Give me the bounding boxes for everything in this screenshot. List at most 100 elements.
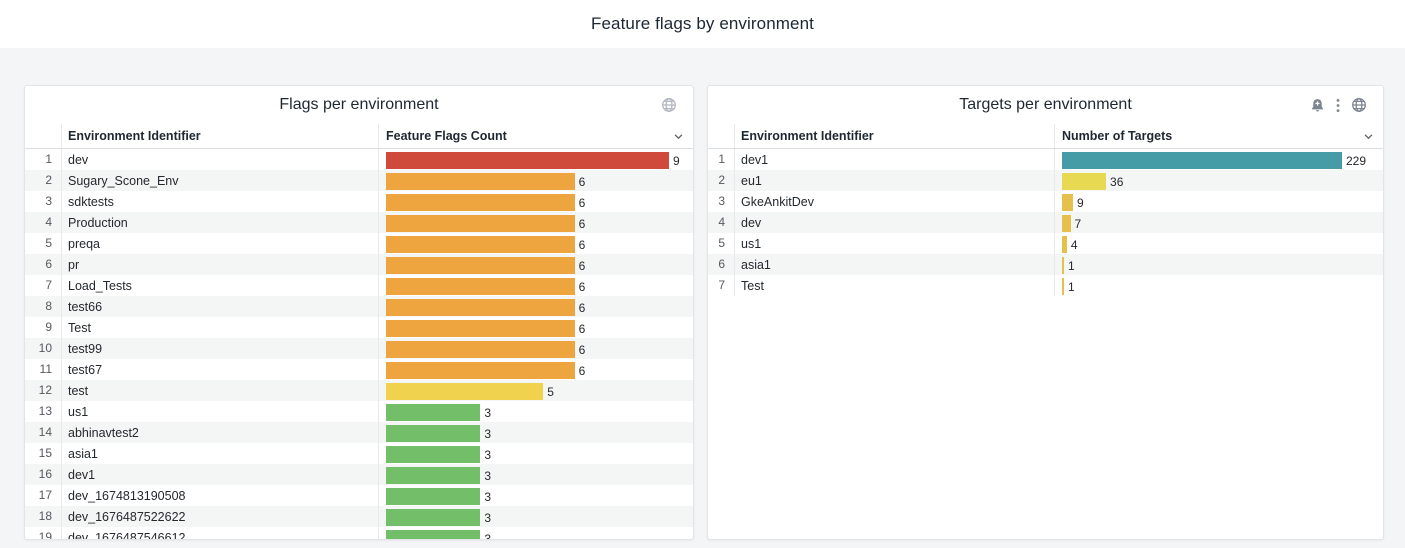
table-body: 1 dev1 229 2 eu1 36 3 GkeAnkitDev 9 4 dev 7 5 us1 4 6 as… (708, 149, 1383, 296)
table-row: 1 dev 9 (25, 149, 693, 170)
table-row: 3 GkeAnkitDev 9 (708, 191, 1383, 212)
value-bar (386, 341, 575, 358)
table-row: 17 dev_1674813190508 3 (25, 485, 693, 506)
environment-name-cell: dev_1674813190508 (62, 485, 379, 506)
value-label: 1 (1068, 279, 1075, 294)
table-row: 6 pr 6 (25, 254, 693, 275)
environment-name-cell: Production (62, 212, 379, 233)
row-number: 4 (708, 212, 735, 233)
row-number-column-header (25, 124, 62, 148)
value-bar (1062, 152, 1342, 169)
row-number: 1 (25, 149, 62, 170)
value-label: 3 (484, 426, 492, 441)
environment-name-cell: test67 (62, 359, 379, 380)
column-header-number-of-targets[interactable]: Number of Targets (1062, 129, 1173, 143)
value-bar (386, 152, 669, 169)
row-number: 16 (25, 464, 62, 485)
row-number-column-header (708, 124, 735, 148)
value-bar (1062, 257, 1064, 274)
bell-plus-icon[interactable] (1310, 98, 1325, 113)
value-bar-cell: 4 (1055, 233, 1383, 254)
value-bar (386, 173, 575, 190)
environment-name-cell: Load_Tests (62, 275, 379, 296)
row-number: 3 (25, 191, 62, 212)
panel-header[interactable]: Targets per environment (708, 86, 1383, 124)
table-row: 6 asia1 1 (708, 254, 1383, 275)
value-bar (386, 278, 575, 295)
table-row: 8 test66 6 (25, 296, 693, 317)
row-number: 6 (708, 254, 735, 275)
value-bar-cell: 7 (1055, 212, 1383, 233)
value-bar-cell: 3 (379, 443, 693, 464)
row-number: 7 (25, 275, 62, 296)
row-number: 9 (25, 317, 62, 338)
environment-name-cell: asia1 (62, 443, 379, 464)
table-row: 14 abhinavtest2 3 (25, 422, 693, 443)
table-header-row: Environment Identifier Feature Flags Cou… (25, 124, 693, 149)
table-row: 7 Test 1 (708, 275, 1383, 296)
value-bar (386, 509, 481, 526)
value-bar (386, 320, 575, 337)
value-label: 36 (1110, 174, 1124, 189)
value-bar-cell: 1 (1055, 254, 1383, 275)
value-bar-cell: 3 (379, 485, 693, 506)
table-header-row: Environment Identifier Number of Targets (708, 124, 1383, 149)
column-header-environment-identifier[interactable]: Environment Identifier (735, 124, 1055, 148)
chevron-down-icon[interactable] (673, 131, 684, 145)
value-bar-cell: 6 (379, 296, 693, 317)
globe-icon[interactable] (661, 97, 677, 113)
value-label: 6 (578, 321, 586, 336)
row-number: 8 (25, 296, 62, 317)
row-number: 13 (25, 401, 62, 422)
table-row: 19 dev_1676487546612 3 (25, 527, 693, 540)
column-header-feature-flags-count[interactable]: Feature Flags Count (386, 129, 507, 143)
row-number: 14 (25, 422, 62, 443)
chevron-down-icon[interactable] (1363, 131, 1374, 145)
value-label: 6 (578, 258, 586, 273)
value-bar (386, 215, 575, 232)
table-row: 15 asia1 3 (25, 443, 693, 464)
value-label: 6 (578, 237, 586, 252)
value-label: 3 (484, 468, 492, 483)
value-bar (386, 467, 481, 484)
table-row: 11 test67 6 (25, 359, 693, 380)
value-bar-cell: 229 (1055, 149, 1383, 170)
table-row: 5 us1 4 (708, 233, 1383, 254)
value-label: 3 (484, 447, 492, 462)
value-bar-cell: 6 (379, 191, 693, 212)
kebab-menu-icon[interactable] (1336, 98, 1340, 113)
dashboard-header: Feature flags by environment (0, 0, 1405, 48)
value-bar-cell: 6 (379, 233, 693, 254)
value-label: 6 (578, 279, 586, 294)
value-label: 7 (1074, 216, 1082, 231)
value-bar (386, 362, 575, 379)
value-bar-cell: 6 (379, 275, 693, 296)
value-bar-cell: 3 (379, 527, 693, 540)
value-bar-cell: 6 (379, 212, 693, 233)
globe-icon[interactable] (1351, 97, 1367, 113)
environment-name-cell: Test (735, 275, 1055, 296)
table-row: 2 eu1 36 (708, 170, 1383, 191)
value-label: 3 (484, 531, 492, 540)
environment-name-cell: us1 (62, 401, 379, 422)
row-number: 18 (25, 506, 62, 527)
value-bar-cell: 1 (1055, 275, 1383, 296)
value-bar (386, 425, 481, 442)
value-bar-cell: 6 (379, 317, 693, 338)
value-bar-cell: 5 (379, 380, 693, 401)
row-number: 6 (25, 254, 62, 275)
value-label: 6 (578, 216, 586, 231)
table-row: 4 dev 7 (708, 212, 1383, 233)
column-header-environment-identifier[interactable]: Environment Identifier (62, 124, 379, 148)
value-bar (386, 446, 481, 463)
row-number: 5 (708, 233, 735, 254)
panel-flags-per-environment: Flags per environment Environment Identi… (24, 85, 694, 540)
value-bar (1062, 236, 1067, 253)
panel-header[interactable]: Flags per environment (25, 86, 693, 124)
environment-name-cell: abhinavtest2 (62, 422, 379, 443)
table-row: 4 Production 6 (25, 212, 693, 233)
environment-name-cell: dev_1676487546612 (62, 527, 379, 539)
value-bar-cell: 9 (1055, 191, 1383, 212)
environment-name-cell: asia1 (735, 254, 1055, 275)
environment-name-cell: sdktests (62, 191, 379, 212)
